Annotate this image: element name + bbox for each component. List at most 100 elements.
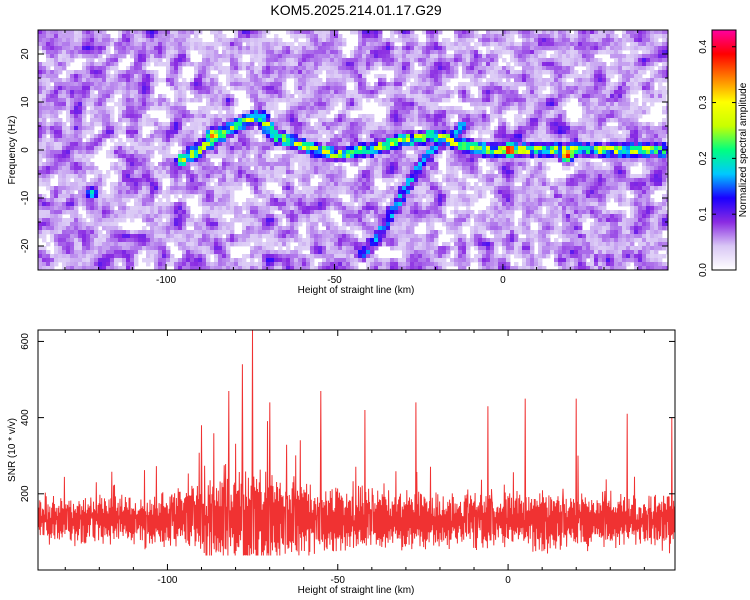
heatmap-cell	[298, 66, 303, 71]
heatmap-cell	[78, 42, 83, 47]
heatmap-cell	[226, 166, 231, 171]
heatmap-cell	[614, 154, 619, 159]
heatmap-cell	[254, 82, 259, 87]
heatmap-cell	[62, 126, 67, 131]
heatmap-cell	[506, 166, 511, 171]
heatmap-cell	[194, 166, 199, 171]
heatmap-cell	[666, 158, 668, 163]
heatmap-cell	[298, 158, 303, 163]
heatmap-cell	[182, 98, 187, 103]
heatmap-cell	[70, 138, 75, 143]
heatmap-cell	[490, 118, 495, 123]
heatmap-cell	[370, 42, 375, 47]
heatmap-cell	[102, 94, 107, 99]
heatmap-cell	[586, 42, 591, 47]
heatmap-cell	[546, 142, 551, 147]
heatmap-cell	[646, 150, 651, 155]
heatmap-cell	[494, 94, 499, 99]
heatmap-cell	[130, 142, 135, 147]
heatmap-cell	[190, 118, 195, 123]
heatmap-cell	[422, 54, 427, 59]
heatmap-cell	[650, 70, 655, 75]
heatmap-cell	[502, 134, 507, 139]
heatmap-cell	[118, 86, 123, 91]
heatmap-cell	[506, 46, 511, 51]
heatmap-cell	[634, 74, 639, 79]
heatmap-cell	[466, 162, 471, 167]
heatmap-cell	[66, 162, 71, 167]
heatmap-cell	[402, 42, 407, 47]
heatmap-cell	[322, 50, 327, 55]
heatmap-cell	[186, 134, 191, 139]
heatmap-cell	[110, 58, 115, 63]
heatmap-cell	[310, 138, 315, 143]
heatmap-cell	[298, 166, 303, 171]
heatmap-cell	[262, 110, 267, 115]
heatmap-cell	[254, 46, 259, 51]
heatmap-cell	[642, 138, 647, 143]
heatmap-cell	[142, 50, 147, 55]
heatmap-cell	[134, 162, 139, 167]
heatmap-cell	[334, 150, 339, 155]
heatmap-cell	[418, 94, 423, 99]
heatmap-cell	[46, 62, 51, 67]
heatmap-cell	[78, 78, 83, 83]
heatmap-cell	[110, 118, 115, 123]
heatmap-cell	[374, 150, 379, 155]
heatmap-cell	[414, 150, 419, 155]
heatmap-cell	[250, 106, 255, 111]
heatmap-cell	[514, 130, 519, 135]
heatmap-cell	[430, 150, 435, 155]
heatmap-cell	[130, 98, 135, 103]
heatmap-cell	[146, 122, 151, 127]
heatmap-cell	[390, 62, 395, 67]
heatmap-cell	[650, 166, 655, 171]
heatmap-cell	[266, 50, 271, 55]
heatmap-cell	[634, 82, 639, 87]
heatmap-cell	[46, 38, 51, 43]
heatmap-cell	[190, 150, 195, 155]
heatmap-cell	[406, 118, 411, 123]
heatmap-cell	[310, 102, 315, 107]
heatmap-cell	[586, 98, 591, 103]
heatmap-cell	[42, 118, 47, 123]
heatmap-cell	[610, 46, 615, 51]
heatmap-cell	[554, 54, 559, 59]
heatmap-cell	[126, 102, 131, 107]
heatmap-cell	[90, 122, 95, 127]
heatmap-cell	[554, 94, 559, 99]
heatmap-cell	[590, 150, 595, 155]
heatmap-cell	[50, 150, 55, 155]
heatmap-cell	[218, 118, 223, 123]
heatmap-cell	[202, 122, 207, 127]
heatmap-cell	[290, 118, 295, 123]
heatmap-cell	[510, 130, 515, 135]
heatmap-cell	[122, 74, 127, 79]
heatmap-cell	[518, 158, 523, 163]
heatmap-cell	[378, 134, 383, 139]
heatmap-cell	[562, 86, 567, 91]
heatmap-cell	[446, 58, 451, 63]
heatmap-cell	[226, 46, 231, 51]
heatmap-cell	[530, 98, 535, 103]
heatmap-cell	[422, 66, 427, 71]
heatmap-cell	[490, 158, 495, 163]
heatmap-cell	[414, 170, 419, 175]
heatmap-cell	[42, 146, 47, 151]
heatmap-cell	[598, 94, 603, 99]
heatmap-cell	[250, 86, 255, 91]
heatmap-cell	[538, 46, 543, 51]
heatmap-cell	[114, 66, 119, 71]
heatmap-cell	[490, 162, 495, 167]
heatmap-cell	[606, 74, 611, 79]
heatmap-cell	[630, 106, 635, 111]
heatmap-cell	[54, 42, 59, 47]
heatmap-cell	[230, 122, 235, 127]
heatmap-cell	[314, 62, 319, 67]
heatmap-cell	[110, 138, 115, 143]
heatmap-cell	[50, 54, 55, 59]
heatmap-cell	[578, 86, 583, 91]
heatmap-cell	[582, 58, 587, 63]
heatmap-cell	[430, 158, 435, 163]
heatmap-cell	[254, 142, 259, 147]
